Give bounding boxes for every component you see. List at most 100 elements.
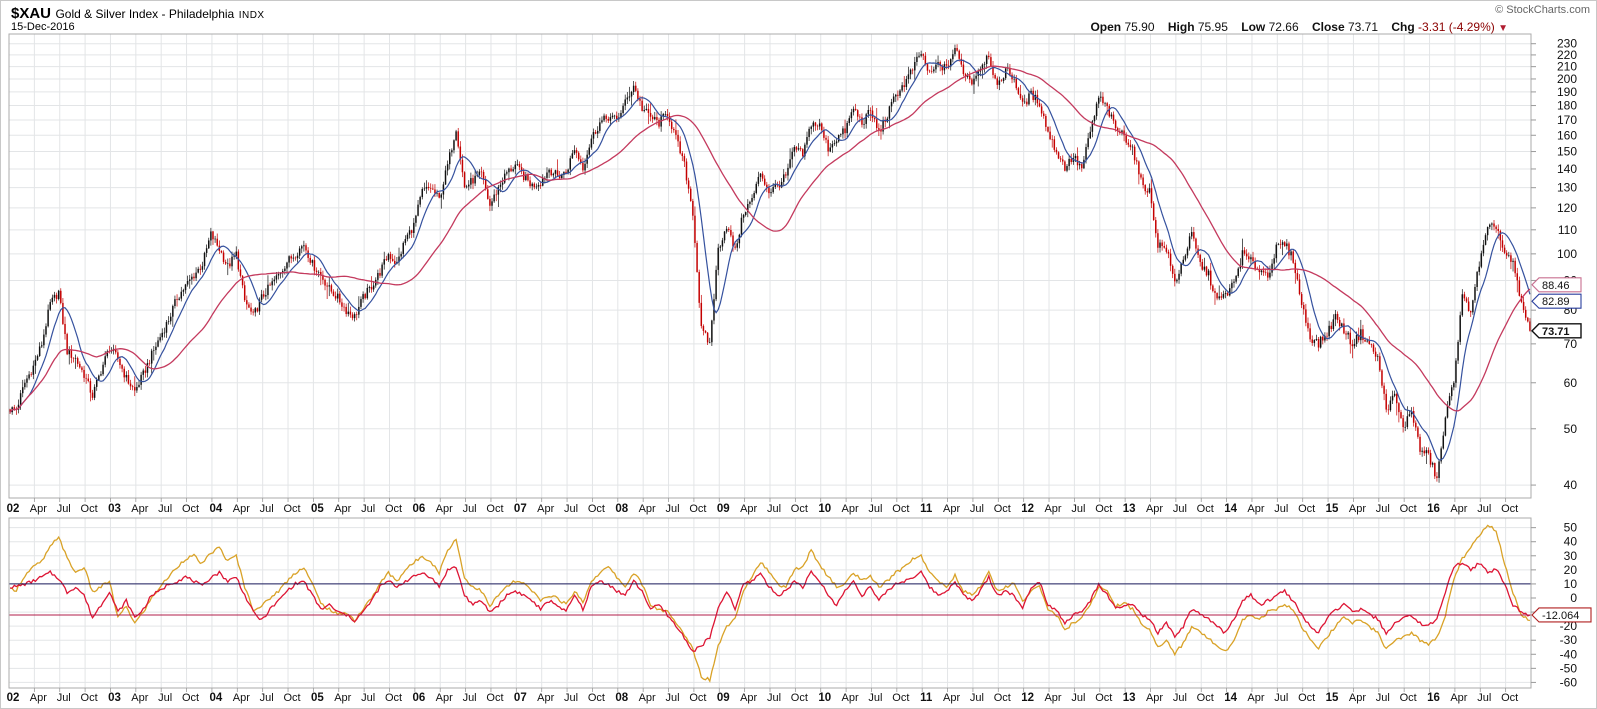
svg-text:Apr: Apr <box>1349 503 1366 515</box>
low-value: 72.66 <box>1268 20 1299 34</box>
svg-text:Oct: Oct <box>182 692 199 704</box>
chart-date: 15-Dec-2016 <box>11 21 75 33</box>
svg-text:Oct: Oct <box>182 503 199 515</box>
svg-text:Apr: Apr <box>334 503 351 515</box>
chg-down-triangle-icon: ▼ <box>1498 23 1508 34</box>
svg-text:Oct: Oct <box>1400 503 1417 515</box>
svg-text:Oct: Oct <box>892 692 909 704</box>
svg-text:04: 04 <box>210 692 223 704</box>
svg-text:Oct: Oct <box>1197 503 1214 515</box>
svg-text:10: 10 <box>1564 577 1578 591</box>
svg-text:Jul: Jul <box>666 692 680 704</box>
svg-text:150: 150 <box>1557 145 1577 159</box>
svg-text:Apr: Apr <box>30 692 47 704</box>
svg-text:15: 15 <box>1326 503 1339 515</box>
svg-text:Apr: Apr <box>537 503 554 515</box>
svg-text:Jul: Jul <box>361 692 375 704</box>
high-value: 75.95 <box>1197 20 1228 34</box>
price-label-boxes: 88.46 82.89 73.71 -12.064 <box>1531 277 1592 623</box>
svg-text:Jul: Jul <box>1071 503 1085 515</box>
svg-text:02: 02 <box>7 503 20 515</box>
svg-text:02: 02 <box>7 692 20 704</box>
svg-text:Oct: Oct <box>892 503 909 515</box>
svg-text:14: 14 <box>1224 503 1237 515</box>
svg-text:Apr: Apr <box>436 692 453 704</box>
svg-text:140: 140 <box>1557 162 1577 176</box>
svg-text:Apr: Apr <box>1450 503 1467 515</box>
svg-text:Apr: Apr <box>842 692 859 704</box>
close-value: 73.71 <box>1348 20 1379 34</box>
svg-text:Apr: Apr <box>1146 692 1163 704</box>
grid-lines <box>9 34 1531 688</box>
chart-header: $XAU Gold & Silver Index - Philadelphia … <box>11 5 265 23</box>
svg-text:07: 07 <box>514 692 527 704</box>
svg-text:Oct: Oct <box>994 503 1011 515</box>
svg-text:100: 100 <box>1557 247 1577 261</box>
svg-text:Jul: Jul <box>1274 503 1288 515</box>
svg-text:Jul: Jul <box>868 692 882 704</box>
svg-text:Oct: Oct <box>588 692 605 704</box>
svg-text:Oct: Oct <box>81 503 98 515</box>
chg-label: Chg <box>1391 20 1415 34</box>
svg-text:60: 60 <box>1564 376 1578 390</box>
svg-text:Jul: Jul <box>1376 692 1390 704</box>
high-label: High <box>1167 20 1195 34</box>
svg-text:Oct: Oct <box>1501 503 1518 515</box>
svg-text:Jul: Jul <box>564 692 578 704</box>
page-title: Gold & Silver Index - Philadelphia <box>55 7 235 21</box>
open-value: 75.90 <box>1124 20 1155 34</box>
svg-text:Jul: Jul <box>666 503 680 515</box>
svg-text:Oct: Oct <box>1298 503 1315 515</box>
svg-text:Apr: Apr <box>1349 692 1366 704</box>
svg-text:-50: -50 <box>1560 661 1578 675</box>
svg-text:-20: -20 <box>1560 619 1578 633</box>
svg-text:-60: -60 <box>1560 675 1578 689</box>
symbol: $XAU <box>11 5 52 22</box>
svg-text:06: 06 <box>412 692 425 704</box>
svg-text:11: 11 <box>920 692 933 704</box>
svg-text:Jul: Jul <box>1477 692 1491 704</box>
svg-text:Oct: Oct <box>1298 692 1315 704</box>
svg-text:Oct: Oct <box>791 692 808 704</box>
svg-text:10: 10 <box>818 503 831 515</box>
svg-text:88.46: 88.46 <box>1542 280 1570 292</box>
svg-text:-40: -40 <box>1560 647 1578 661</box>
copyright: © StockCharts.com <box>1495 4 1590 16</box>
svg-text:09: 09 <box>717 692 730 704</box>
svg-text:Oct: Oct <box>1501 692 1518 704</box>
svg-text:-12.064: -12.064 <box>1542 610 1579 622</box>
svg-text:Apr: Apr <box>334 692 351 704</box>
svg-text:Jul: Jul <box>1173 692 1187 704</box>
svg-text:Oct: Oct <box>1400 692 1417 704</box>
svg-text:04: 04 <box>210 503 223 515</box>
svg-text:12: 12 <box>1021 692 1034 704</box>
svg-text:Jul: Jul <box>1173 503 1187 515</box>
svg-text:Jul: Jul <box>970 692 984 704</box>
svg-text:Jul: Jul <box>970 503 984 515</box>
svg-text:Jul: Jul <box>1376 503 1390 515</box>
svg-text:170: 170 <box>1557 113 1577 127</box>
ohlc-quote-line: Open 75.90 High 75.95 Low 72.66 Close 73… <box>1080 20 1508 34</box>
svg-text:Oct: Oct <box>486 692 503 704</box>
svg-text:Jul: Jul <box>463 503 477 515</box>
svg-text:16: 16 <box>1427 692 1440 704</box>
svg-text:Apr: Apr <box>131 692 148 704</box>
svg-text:15: 15 <box>1326 692 1339 704</box>
close-label: Close <box>1311 20 1345 34</box>
ma-long-line <box>9 65 1531 413</box>
svg-text:20: 20 <box>1564 563 1578 577</box>
svg-text:70: 70 <box>1564 337 1578 351</box>
svg-text:-30: -30 <box>1560 633 1578 647</box>
svg-text:160: 160 <box>1557 128 1577 142</box>
svg-text:Apr: Apr <box>1146 503 1163 515</box>
svg-text:Apr: Apr <box>639 692 656 704</box>
low-label: Low <box>1241 20 1266 34</box>
red-oscillator-line <box>10 562 1531 653</box>
svg-text:Apr: Apr <box>233 692 250 704</box>
chg-value: -3.31 (-4.29%) <box>1418 20 1495 34</box>
svg-text:Oct: Oct <box>689 503 706 515</box>
svg-text:13: 13 <box>1123 503 1136 515</box>
svg-text:Oct: Oct <box>385 503 402 515</box>
